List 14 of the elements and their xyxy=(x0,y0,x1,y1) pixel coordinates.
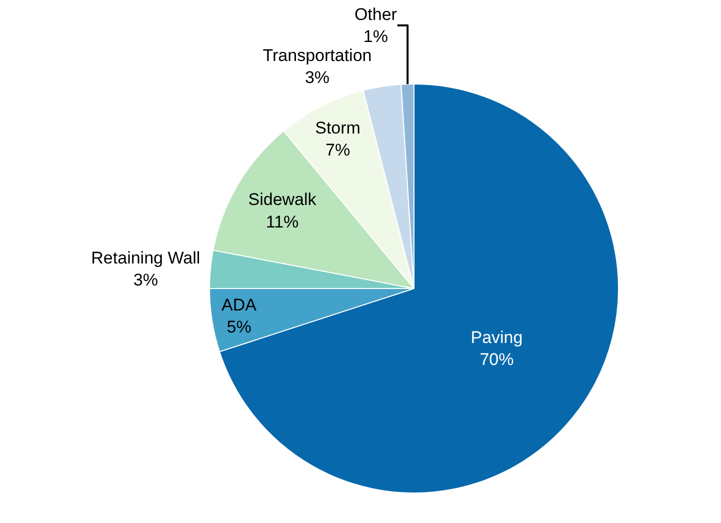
slice-label: ADA xyxy=(222,296,258,315)
slice-label: Sidewalk xyxy=(248,190,317,210)
data-label: 1% xyxy=(363,26,388,46)
slice-label: Retaining Wall xyxy=(91,248,200,268)
data-label: 3% xyxy=(133,270,158,290)
slice-label: Transportation xyxy=(262,46,372,65)
slice-label: Paving xyxy=(470,328,523,348)
slice-label: Storm xyxy=(315,118,360,138)
slice-label: Other xyxy=(354,4,398,24)
data-label: 7% xyxy=(325,140,350,160)
data-label: 5% xyxy=(226,318,252,337)
data-label: 70% xyxy=(480,350,514,370)
data-label: 11% xyxy=(266,212,299,232)
data-label: 3% xyxy=(304,68,330,88)
